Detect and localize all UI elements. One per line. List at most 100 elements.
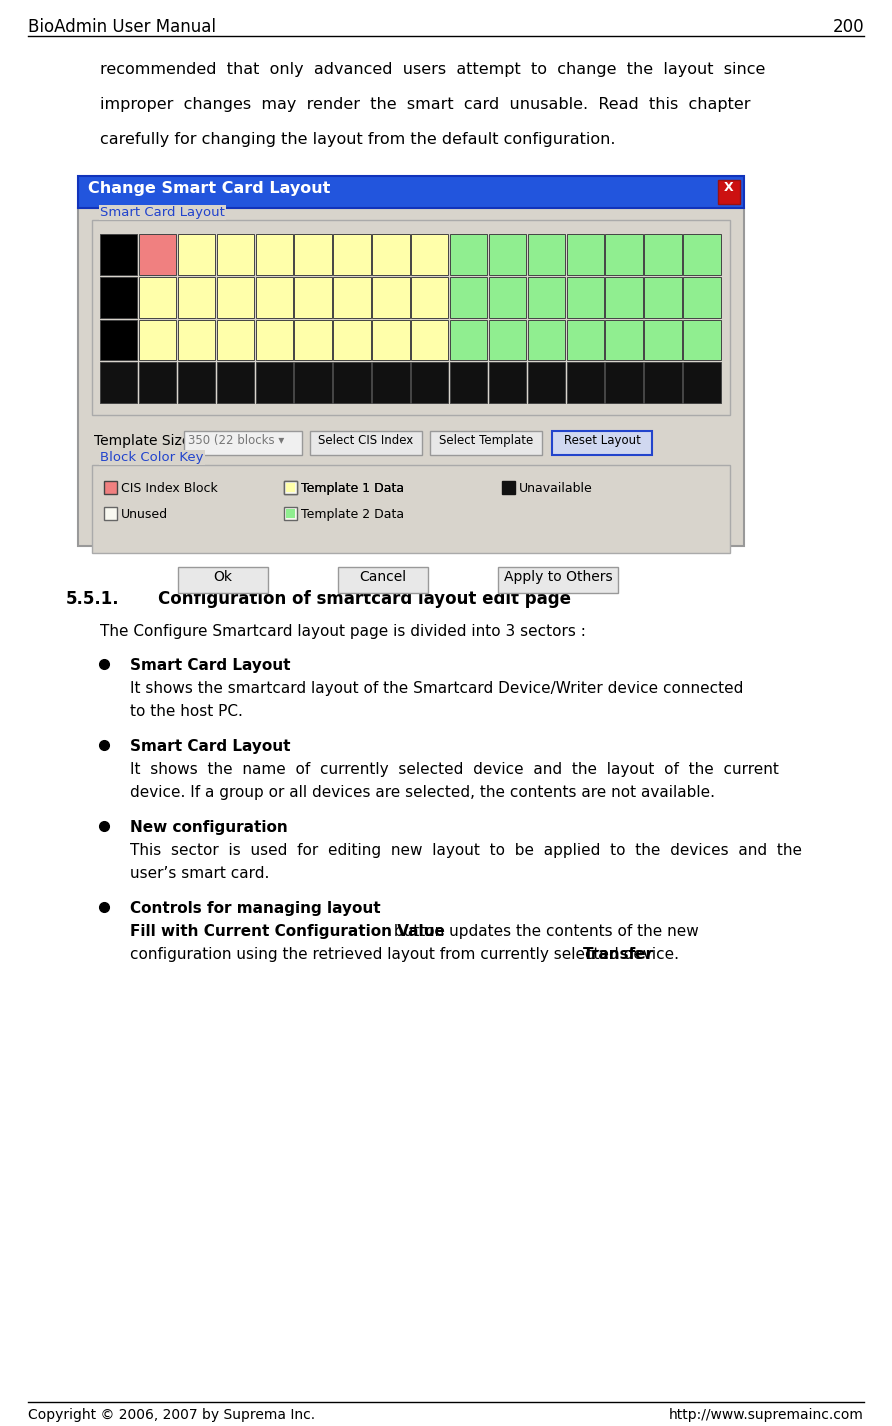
Text: Configuration of smartcard layout edit page: Configuration of smartcard layout edit p… <box>158 590 571 607</box>
Bar <box>217 277 254 318</box>
Bar <box>644 234 681 275</box>
Bar <box>217 362 254 404</box>
Bar <box>644 319 681 361</box>
Text: configuration using the retrieved layout from currently selected device.: configuration using the retrieved layout… <box>130 947 684 963</box>
Bar <box>411 277 449 318</box>
Bar <box>294 277 332 318</box>
Bar <box>566 362 604 404</box>
Text: Select Template: Select Template <box>439 434 533 446</box>
Bar <box>255 362 293 404</box>
Text: Transfer: Transfer <box>582 947 654 963</box>
Bar <box>502 481 515 493</box>
Bar <box>217 319 254 361</box>
Bar <box>411 319 449 361</box>
Bar <box>528 319 565 361</box>
Bar <box>683 277 721 318</box>
Text: http://www.supremainc.com: http://www.supremainc.com <box>669 1407 864 1422</box>
Text: Select CIS Index: Select CIS Index <box>318 434 414 446</box>
Text: Copyright © 2006, 2007 by Suprema Inc.: Copyright © 2006, 2007 by Suprema Inc. <box>28 1407 315 1422</box>
Bar <box>372 277 409 318</box>
Bar <box>683 234 721 275</box>
Bar <box>104 481 117 493</box>
Bar <box>683 319 721 361</box>
Bar <box>100 234 137 275</box>
Text: CIS Index Block: CIS Index Block <box>121 482 218 495</box>
Text: Template Size: Template Size <box>94 434 190 448</box>
Bar <box>286 483 295 492</box>
Bar <box>78 175 744 208</box>
Bar <box>411 362 449 404</box>
Bar <box>78 208 744 546</box>
Bar <box>178 568 268 593</box>
Text: Controls for managing layout: Controls for managing layout <box>130 901 381 915</box>
Bar <box>178 234 215 275</box>
Bar <box>92 465 730 553</box>
Text: carefully for changing the layout from the default configuration.: carefully for changing the layout from t… <box>100 133 615 147</box>
Bar <box>489 277 526 318</box>
Bar <box>178 362 215 404</box>
Bar <box>430 431 542 455</box>
Text: recommended  that  only  advanced  users  attempt  to  change  the  layout  sinc: recommended that only advanced users att… <box>100 61 765 77</box>
Bar <box>284 481 297 493</box>
Bar <box>528 362 565 404</box>
Text: Reset Layout: Reset Layout <box>564 434 640 446</box>
Bar <box>100 277 137 318</box>
Bar <box>718 180 740 204</box>
Bar <box>178 277 215 318</box>
Bar <box>489 319 526 361</box>
Bar <box>294 234 332 275</box>
Text: Cancel: Cancel <box>359 570 407 585</box>
Bar <box>606 277 643 318</box>
Bar <box>450 234 487 275</box>
Bar <box>566 319 604 361</box>
Bar <box>217 234 254 275</box>
Bar <box>294 362 332 404</box>
Text: Smart Card Layout: Smart Card Layout <box>130 739 291 754</box>
Bar <box>184 431 302 455</box>
Bar <box>528 234 565 275</box>
Bar <box>528 277 565 318</box>
Bar <box>489 362 526 404</box>
Bar <box>450 362 487 404</box>
Bar <box>334 277 370 318</box>
Text: BioAdmin User Manual: BioAdmin User Manual <box>28 19 216 36</box>
Bar <box>92 220 730 415</box>
Bar <box>683 362 721 404</box>
Text: Apply to Others: Apply to Others <box>504 570 612 585</box>
Text: X: X <box>724 181 734 194</box>
Text: 200: 200 <box>832 19 864 36</box>
Text: Smart Card Layout: Smart Card Layout <box>100 205 225 220</box>
Text: Fill with Current Configuration Value: Fill with Current Configuration Value <box>130 924 445 938</box>
Bar <box>139 319 177 361</box>
Text: Unused: Unused <box>121 508 168 520</box>
Bar <box>606 362 643 404</box>
Bar <box>450 277 487 318</box>
Text: New configuration: New configuration <box>130 820 288 836</box>
Bar <box>372 234 409 275</box>
Bar <box>372 319 409 361</box>
Bar <box>286 509 295 518</box>
Bar <box>255 319 293 361</box>
Bar <box>606 234 643 275</box>
Bar <box>644 362 681 404</box>
Bar <box>104 508 117 520</box>
Text: It shows the smartcard layout of the Smartcard Device/Writer device connected: It shows the smartcard layout of the Sma… <box>130 682 743 696</box>
Text: button updates the contents of the new: button updates the contents of the new <box>389 924 698 938</box>
Bar <box>566 277 604 318</box>
Bar <box>334 362 370 404</box>
Text: Change Smart Card Layout: Change Smart Card Layout <box>88 181 330 195</box>
Bar <box>294 319 332 361</box>
Text: Smart Card Layout: Smart Card Layout <box>130 657 291 673</box>
Bar <box>310 431 422 455</box>
Bar <box>284 481 297 493</box>
Bar <box>566 234 604 275</box>
Bar <box>255 234 293 275</box>
Text: Template 1 Data: Template 1 Data <box>301 482 404 495</box>
Text: 350 (22 blocks ▾: 350 (22 blocks ▾ <box>188 434 285 446</box>
Text: The Configure Smartcard layout page is divided into 3 sectors :: The Configure Smartcard layout page is d… <box>100 625 586 639</box>
Text: user’s smart card.: user’s smart card. <box>130 866 269 881</box>
Text: device. If a group or all devices are selected, the contents are not available.: device. If a group or all devices are se… <box>130 784 715 800</box>
Text: This  sector  is  used  for  editing  new  layout  to  be  applied  to  the  dev: This sector is used for editing new layo… <box>130 843 802 858</box>
Bar <box>498 568 618 593</box>
Text: to the host PC.: to the host PC. <box>130 704 243 719</box>
